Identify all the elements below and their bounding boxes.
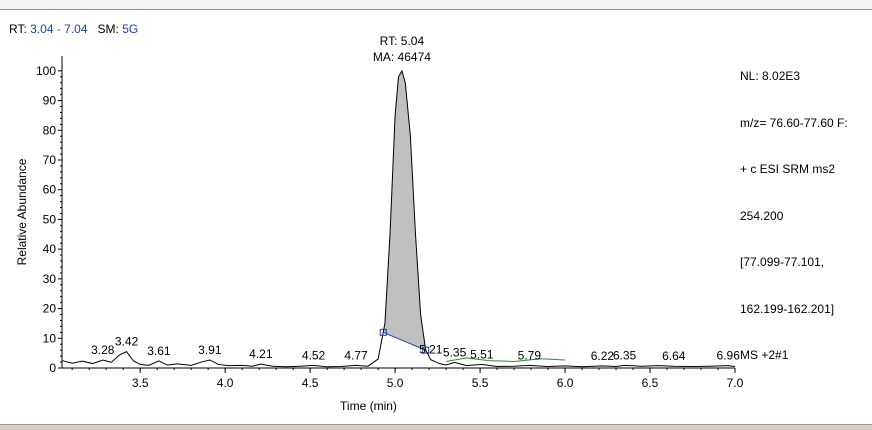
y-tick-label: 30 bbox=[43, 272, 57, 286]
peak-label: 4.21 bbox=[249, 347, 273, 361]
info-line-range-2: 162.199-162.201] bbox=[740, 301, 835, 316]
main-peak-annotation-line: MA: 46474 bbox=[373, 50, 431, 64]
y-tick-label: 70 bbox=[43, 153, 57, 167]
sm-value: 5G bbox=[122, 22, 139, 36]
peak-label: 3.61 bbox=[147, 344, 171, 358]
window-top-border bbox=[0, 0, 872, 10]
info-line-scan-filter: + c ESI SRM ms2 bbox=[740, 162, 836, 176]
y-tick-label: 60 bbox=[43, 183, 57, 197]
x-axis-title: Time (min) bbox=[340, 399, 397, 413]
x-tick-label: 3.5 bbox=[132, 376, 149, 390]
rt-label: RT: bbox=[9, 22, 27, 36]
peak-label: 5.79 bbox=[518, 348, 542, 362]
noise-trace-green bbox=[445, 357, 566, 362]
peak-start-marker bbox=[379, 328, 387, 336]
info-line-mz: m/z= 76.60-77.60 F: bbox=[740, 115, 848, 130]
info-line-precursor: 254.200 bbox=[740, 208, 784, 223]
peak-label: 3.91 bbox=[198, 343, 222, 357]
main-peak-annotation-line: RT: 5.04 bbox=[380, 34, 425, 48]
x-tick-label: 6.0 bbox=[557, 376, 574, 390]
info-line-nl: NL: 8.02E3 bbox=[740, 69, 801, 83]
peak-end-marker bbox=[422, 346, 430, 354]
rt-range-value: 3.04 - 7.04 bbox=[30, 22, 88, 36]
peak-baseline bbox=[383, 331, 426, 351]
x-tick-label: 7.0 bbox=[727, 376, 744, 390]
x-tick-label: 4.0 bbox=[217, 376, 234, 390]
peak-label: 5.21 bbox=[419, 343, 443, 357]
x-tick-label: 6.5 bbox=[642, 376, 659, 390]
y-tick-label: 0 bbox=[49, 361, 56, 375]
peak-label: 6.64 bbox=[662, 349, 686, 363]
y-axis-title: Relative Abundance bbox=[15, 158, 29, 265]
y-tick-label: 100 bbox=[36, 64, 56, 78]
rt-range-header: RT: 3.04 - 7.04 SM: 5G bbox=[9, 22, 138, 36]
y-tick-label: 90 bbox=[43, 94, 57, 108]
x-tick-label: 5.5 bbox=[472, 376, 489, 390]
chromatogram-trace bbox=[61, 69, 736, 368]
y-tick-label: 20 bbox=[43, 302, 57, 316]
peak-label: 3.28 bbox=[91, 343, 115, 357]
y-tick-label: 40 bbox=[43, 242, 57, 256]
peak-label: 6.22 bbox=[591, 349, 615, 363]
peak-label: 6.96 bbox=[717, 349, 741, 363]
info-line-range-1: [77.099-77.101, bbox=[740, 255, 825, 269]
window-bottom-border bbox=[0, 424, 872, 430]
peak-label: 3.42 bbox=[115, 335, 139, 349]
peak-label: 4.52 bbox=[302, 348, 326, 362]
x-tick-label: 5.0 bbox=[387, 376, 404, 390]
y-tick-label: 50 bbox=[43, 212, 57, 226]
info-line-ms: MS +2#1 bbox=[740, 348, 789, 362]
peak-label: 6.35 bbox=[613, 348, 637, 362]
y-tick-label: 80 bbox=[43, 123, 57, 137]
peak-label: 5.51 bbox=[470, 347, 494, 361]
integrated-peak-area bbox=[383, 70, 426, 351]
x-tick-label: 4.5 bbox=[302, 376, 319, 390]
scan-info-block: NL: 8.02E3 m/z= 76.60-77.60 F: + c ESI S… bbox=[740, 38, 848, 379]
sm-label: SM: bbox=[97, 22, 119, 36]
y-tick-label: 10 bbox=[43, 331, 57, 345]
peak-label: 4.77 bbox=[344, 348, 368, 362]
peak-label: 5.35 bbox=[443, 345, 467, 359]
